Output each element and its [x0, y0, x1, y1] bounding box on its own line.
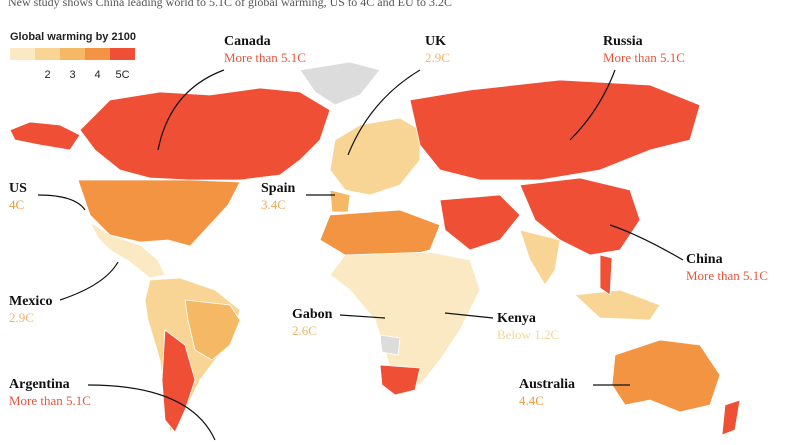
country-value: 2.9C [425, 50, 450, 65]
country-name: Argentina [9, 377, 70, 392]
country-name: Gabon [292, 307, 333, 322]
subtitle: New study shows China leading world to 5… [8, 0, 452, 9]
legend-title: Global warming by 2100 [10, 31, 136, 43]
legend-tick: 3 [69, 69, 75, 81]
country-value: 4C [9, 197, 24, 212]
country-name: US [9, 181, 27, 196]
country-name: China [686, 252, 723, 267]
legend-tick: 5C [115, 69, 129, 81]
legend-swatch [110, 48, 135, 60]
legend-swatch [60, 48, 85, 60]
legend: 2 3 4 5C [10, 48, 135, 81]
legend-swatch [35, 48, 60, 60]
country-name: Mexico [9, 294, 53, 309]
legend-swatch [85, 48, 110, 60]
country-name: UK [425, 34, 446, 49]
country-value: More than 5.1C [224, 50, 306, 65]
country-value: More than 5.1C [9, 393, 91, 408]
country-name: Spain [261, 181, 295, 196]
country-value: 2.9C [9, 310, 34, 325]
country-value: 2.6C [292, 323, 317, 338]
land [9, 61, 741, 436]
callout-lines [37, 69, 684, 441]
legend-swatch [10, 48, 35, 60]
country-value: Below 1.2C [497, 327, 559, 342]
country-value: More than 5.1C [686, 268, 768, 283]
country-value: More than 5.1C [603, 50, 685, 65]
country-name: Canada [224, 34, 271, 49]
country-value: 4.4C [519, 393, 544, 408]
country-name: Kenya [497, 311, 536, 326]
country-name: Australia [519, 377, 575, 392]
legend-tick: 4 [94, 69, 100, 81]
country-name: Russia [603, 34, 643, 49]
legend-tick: 2 [44, 69, 50, 81]
country-value: 3.4C [261, 197, 286, 212]
